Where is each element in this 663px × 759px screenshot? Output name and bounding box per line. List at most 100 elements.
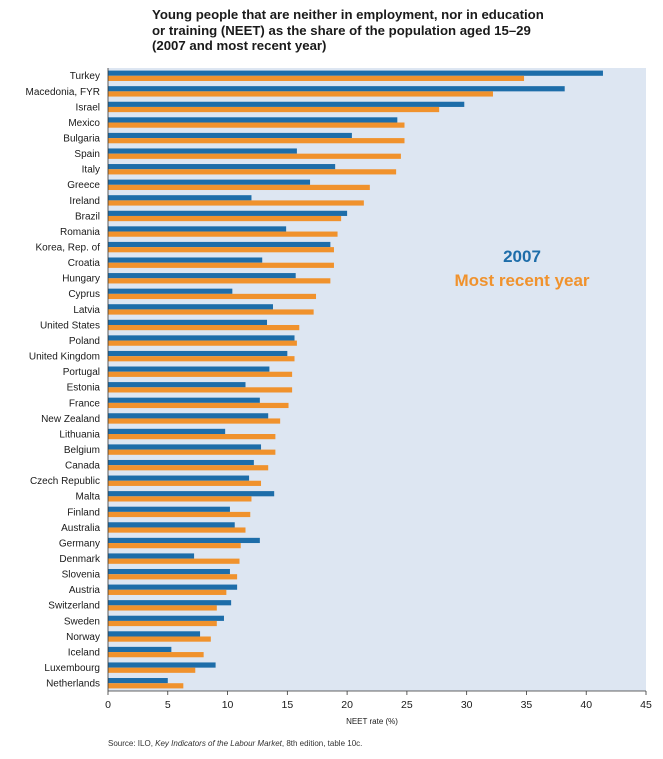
- bar-2007: [108, 646, 172, 653]
- bar-most-recent: [108, 402, 289, 409]
- bar-2007: [108, 584, 238, 590]
- bar-2007: [108, 70, 603, 76]
- bar-most-recent: [108, 309, 314, 315]
- bar-2007: [108, 257, 263, 263]
- bar-most-recent: [108, 200, 364, 206]
- bar-2007: [108, 241, 331, 248]
- category-labels: Turkey Macedonia, FYR Israel Mexico Bulgaria…: [26, 71, 101, 689]
- source-prefix: Source: ILO,: [108, 739, 156, 748]
- bar-most-recent: [108, 543, 241, 549]
- bar-2007: [108, 382, 246, 388]
- category-label: Korea, Rep. of: [36, 243, 101, 254]
- bar-most-recent: [108, 636, 211, 642]
- bar-most-recent: [108, 574, 238, 580]
- x-axis-label: NEET rate (%): [346, 717, 398, 726]
- bar-2007: [108, 366, 270, 372]
- bar-2007: [108, 273, 296, 279]
- bar-2007: [108, 210, 348, 216]
- category-label: Latvia: [73, 305, 100, 316]
- bar-2007: [108, 568, 230, 575]
- bar-most-recent: [108, 215, 342, 222]
- category-label: Netherlands: [46, 679, 100, 690]
- bar-most-recent: [108, 356, 295, 362]
- bar-most-recent: [108, 418, 281, 424]
- bar-group: [108, 70, 603, 689]
- bar-2007: [108, 491, 275, 497]
- bar-most-recent: [108, 387, 293, 393]
- chart-title: Young people that are neither in employm…: [152, 7, 622, 54]
- bar-most-recent: [108, 652, 204, 658]
- x-tick-label: 15: [281, 699, 293, 711]
- bar-2007: [108, 304, 273, 310]
- category-label: Belgium: [64, 445, 100, 456]
- x-tick-label: 40: [580, 699, 592, 711]
- bar-most-recent: [108, 324, 300, 331]
- bar-2007: [108, 428, 226, 435]
- bar-2007: [108, 444, 262, 450]
- category-label: Macedonia, FYR: [26, 87, 100, 98]
- category-label: Finland: [67, 507, 100, 518]
- bar-2007: [108, 132, 352, 139]
- x-tick-label: 35: [521, 699, 533, 711]
- bar-most-recent: [108, 620, 217, 627]
- bar-most-recent: [108, 511, 251, 518]
- category-label: Austria: [69, 585, 101, 596]
- bar-2007: [108, 537, 260, 544]
- bar-2007: [108, 522, 235, 528]
- bar-2007: [108, 148, 297, 154]
- category-label: Australia: [61, 523, 100, 534]
- bar-most-recent: [108, 449, 276, 455]
- category-label: Ireland: [69, 196, 100, 207]
- category-label: Greece: [67, 180, 100, 191]
- category-label: Italy: [82, 165, 100, 176]
- category-label: Bulgaria: [63, 133, 100, 144]
- bar-most-recent: [108, 247, 334, 253]
- category-label: Cyprus: [68, 289, 100, 300]
- chart-title-line: (2007 and most recent year): [152, 38, 327, 53]
- bar-most-recent: [108, 153, 401, 159]
- category-label: United Kingdom: [29, 352, 100, 363]
- x-tick-label: 25: [401, 699, 413, 711]
- category-label: Mexico: [68, 118, 100, 129]
- category-label: Spain: [74, 149, 100, 160]
- category-label: Turkey: [70, 71, 100, 82]
- category-label: Portugal: [63, 367, 100, 378]
- category-label: Hungary: [62, 274, 100, 285]
- category-label: Norway: [66, 632, 100, 643]
- bar-most-recent: [108, 231, 338, 237]
- source-note: Source: ILO, Key Indicators of the Labou…: [108, 739, 362, 748]
- bar-most-recent: [108, 480, 262, 486]
- bar-most-recent: [108, 184, 370, 191]
- bar-2007: [108, 319, 268, 325]
- category-label: Malta: [76, 492, 101, 503]
- bar-2007: [108, 350, 288, 357]
- x-tick-label: 5: [165, 699, 171, 711]
- category-label: Luxembourg: [44, 663, 100, 674]
- bar-most-recent: [108, 262, 334, 268]
- plot-background: [108, 68, 646, 691]
- bar-most-recent: [108, 106, 440, 113]
- bar-2007: [108, 179, 311, 185]
- bar-2007: [108, 195, 252, 201]
- legend-entry-most-recent: Most recent year: [454, 271, 589, 290]
- bar-most-recent: [108, 122, 405, 128]
- bar-2007: [108, 413, 269, 419]
- chart-title-line: Young people that are neither in employm…: [152, 7, 544, 22]
- x-tick-label: 20: [341, 699, 353, 711]
- category-label: Denmark: [59, 554, 101, 565]
- bar-most-recent: [108, 605, 217, 611]
- category-label: Croatia: [68, 258, 101, 269]
- bar-2007: [108, 117, 398, 123]
- bar-most-recent: [108, 169, 397, 175]
- bar-most-recent: [108, 683, 184, 689]
- category-label: Iceland: [68, 647, 100, 658]
- bar-most-recent: [108, 371, 293, 377]
- bar-2007: [108, 86, 565, 92]
- bar-most-recent: [108, 465, 269, 471]
- bar-most-recent: [108, 434, 276, 440]
- source-title: Key Indicators of the Labour Market: [155, 739, 282, 748]
- bar-2007: [108, 397, 260, 403]
- bar-2007: [108, 631, 201, 637]
- category-label: Germany: [59, 538, 100, 549]
